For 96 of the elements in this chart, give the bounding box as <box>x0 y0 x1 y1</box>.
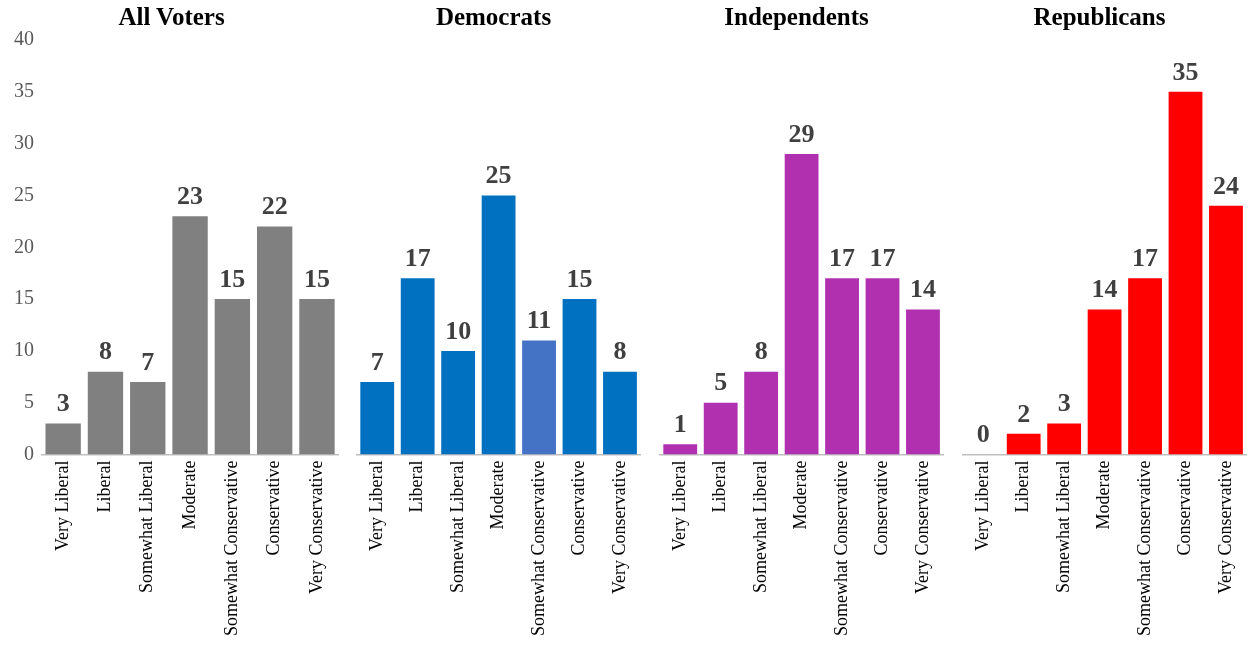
x-tick-label: Moderate <box>1093 460 1114 530</box>
x-tick-label: Somewhat Conservative <box>830 460 851 636</box>
bar <box>441 350 476 455</box>
data-label: 8 <box>98 336 112 366</box>
bar <box>663 444 698 455</box>
bar <box>603 371 637 455</box>
y-tick-label: 0 <box>24 441 34 464</box>
x-tick-label: Moderate <box>790 460 811 530</box>
data-label: 24 <box>1212 170 1239 200</box>
bar <box>906 309 940 455</box>
x-tick-label: Somewhat Liberal <box>446 460 467 593</box>
data-label: 14 <box>1091 274 1118 304</box>
x-tick-label: Very Liberal <box>668 460 689 551</box>
data-label: 7 <box>141 346 155 376</box>
data-label: 29 <box>788 118 815 148</box>
bar <box>400 278 435 455</box>
bar <box>481 195 516 455</box>
x-tick-label: Very Conservative <box>1214 460 1235 594</box>
data-label: 0 <box>976 419 990 449</box>
data-label: 17 <box>404 243 431 273</box>
data-label: 8 <box>754 336 768 366</box>
bar <box>45 423 81 455</box>
x-tick-label: Moderate <box>487 460 508 530</box>
bar <box>522 340 556 455</box>
chart-title: Democrats <box>435 3 552 31</box>
bar <box>744 371 779 455</box>
data-label: 3 <box>1057 388 1071 418</box>
x-tick-label: Very Liberal <box>971 460 992 551</box>
x-tick-label: Liberal <box>94 460 115 513</box>
x-tick-label: Somewhat Liberal <box>749 460 770 593</box>
bar <box>562 299 597 455</box>
data-label: 1 <box>673 408 687 438</box>
bar <box>703 402 738 455</box>
data-label: 7 <box>370 346 384 376</box>
chart-title: Independents <box>724 3 870 31</box>
chart-title: All Voters <box>118 3 225 31</box>
data-label: 15 <box>566 263 593 293</box>
y-tick-label: 25 <box>14 182 34 205</box>
x-tick-label: Very Conservative <box>911 460 932 594</box>
data-label: 10 <box>445 315 472 345</box>
data-label: 22 <box>261 191 288 221</box>
x-tick-label: Conservative <box>1174 460 1195 556</box>
x-tick-label: Somewhat Liberal <box>136 460 157 593</box>
x-tick-label: Very Conservative <box>305 460 326 594</box>
x-tick-label: Very Conservative <box>608 460 629 594</box>
chart-title: Republicans <box>1033 3 1166 31</box>
bar <box>172 216 208 455</box>
x-tick-label: Liberal <box>1012 460 1033 513</box>
x-tick-label: Moderate <box>178 460 199 530</box>
data-label: 15 <box>303 263 330 293</box>
x-tick-label: Conservative <box>871 460 892 556</box>
x-tick-label: Somewhat Conservative <box>221 460 242 636</box>
y-tick-label: 15 <box>14 286 34 309</box>
data-label: 8 <box>613 336 627 366</box>
x-tick-label: Liberal <box>709 460 730 513</box>
bar <box>865 278 900 455</box>
data-label: 5 <box>714 367 728 397</box>
y-tick-label: 30 <box>14 130 34 153</box>
data-label: 17 <box>829 243 856 273</box>
bar <box>87 371 124 455</box>
bar <box>1128 278 1162 455</box>
y-tick-label: 5 <box>24 389 34 412</box>
y-tick-label: 40 <box>14 27 34 50</box>
data-label: 23 <box>177 180 204 210</box>
x-tick-label: Somewhat Conservative <box>527 460 548 636</box>
bar <box>256 226 293 455</box>
bar <box>1047 423 1082 455</box>
bar <box>784 154 819 455</box>
bar <box>130 381 166 455</box>
data-label: 2 <box>1017 398 1031 428</box>
x-tick-label: Somewhat Liberal <box>1052 460 1073 593</box>
y-tick-label: 20 <box>14 234 34 257</box>
data-label: 17 <box>1132 243 1159 273</box>
x-tick-label: Somewhat Conservative <box>1133 460 1154 636</box>
x-tick-label: Liberal <box>406 460 427 513</box>
data-label: 3 <box>56 388 70 418</box>
bar <box>825 278 859 455</box>
data-label: 35 <box>1172 56 1199 86</box>
bar <box>1168 91 1203 455</box>
data-label: 25 <box>485 160 512 190</box>
y-tick-label: 35 <box>14 79 34 102</box>
bar <box>214 299 251 455</box>
y-tick-label: 10 <box>14 338 34 361</box>
data-label: 15 <box>219 263 246 293</box>
data-label: 14 <box>909 274 936 304</box>
x-tick-label: Very Liberal <box>51 460 72 551</box>
data-label: 17 <box>869 243 896 273</box>
bar <box>299 299 335 455</box>
x-tick-label: Conservative <box>263 460 284 556</box>
bar <box>1006 433 1041 455</box>
data-label: 11 <box>526 305 552 335</box>
bar <box>360 381 395 455</box>
x-tick-label: Conservative <box>568 460 589 556</box>
bar <box>1209 205 1243 455</box>
x-tick-label: Very Liberal <box>365 460 386 551</box>
bar <box>1087 309 1122 455</box>
